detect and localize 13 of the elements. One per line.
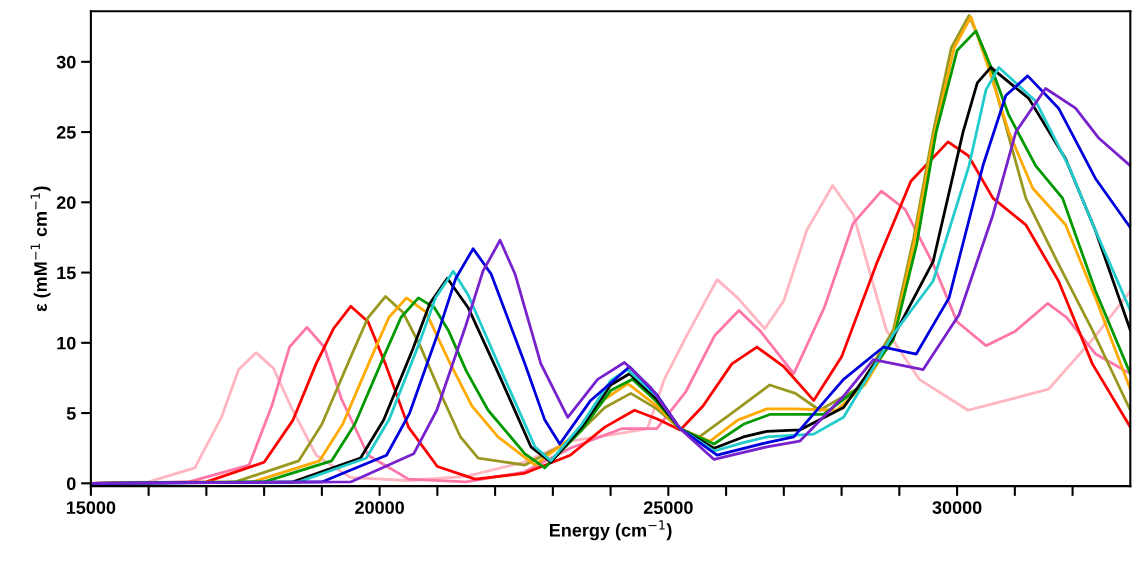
y-tick-label: 20 xyxy=(56,196,76,210)
x-tick-label: 30000 xyxy=(932,501,982,514)
y-tick-label: 25 xyxy=(56,126,76,139)
x-tick-label: 20000 xyxy=(355,501,404,514)
x-tick-label: 15000 xyxy=(66,501,116,514)
y-tick-label: 0 xyxy=(66,477,76,491)
x-tick-label: 25000 xyxy=(643,501,693,514)
y-tick-label: 30 xyxy=(56,55,76,69)
y-tick-label: 15 xyxy=(57,266,76,280)
y-tick-label: 10 xyxy=(57,336,76,350)
y-axis-title: ε (mM$^{−1}$ cm$^{−1}$) xyxy=(30,186,51,312)
x-axis-title: Energy (cm$^{−1}$) xyxy=(549,520,672,541)
y-tick-label: 5 xyxy=(66,407,76,420)
